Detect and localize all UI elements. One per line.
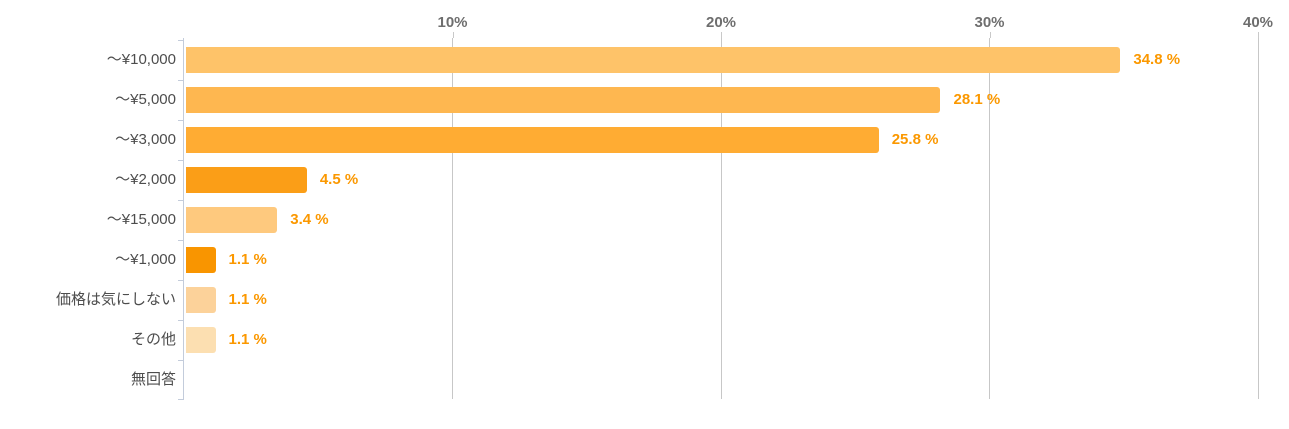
value-label: 34.8 % (1133, 51, 1181, 68)
x-axis-tick-label: 20% (705, 14, 737, 31)
y-axis-tick-mark (178, 40, 184, 41)
value-label: 1.1 % (228, 331, 267, 348)
x-axis-tick-mark (452, 32, 454, 38)
bar-6 (186, 247, 216, 273)
bar-7 (186, 287, 216, 313)
category-label: ～¥10,000 (106, 51, 176, 68)
vertical-gridline (720, 38, 722, 399)
category-label: 価格は気にしない (55, 291, 176, 308)
bar-2 (186, 87, 941, 113)
x-axis-tick-label: 10% (437, 14, 468, 31)
vertical-gridline (452, 38, 453, 399)
y-axis-tick-mark (178, 360, 184, 361)
y-axis-tick-mark (178, 240, 184, 241)
bar-8 (186, 327, 216, 353)
y-axis-tick-mark (178, 399, 184, 400)
value-label: 25.8 % (891, 131, 939, 148)
y-axis-tick-mark (178, 160, 184, 161)
bar-1 (186, 47, 1121, 73)
category-label: ～¥3,000 (115, 131, 176, 148)
category-label: ～¥2,000 (115, 171, 176, 188)
bar-5 (186, 207, 278, 233)
value-label: 3.4 % (290, 211, 329, 228)
x-axis-tick-label: 30% (974, 14, 1005, 31)
category-label: ～¥1,000 (115, 251, 176, 268)
y-axis-tick-mark (178, 120, 184, 121)
bar-3 (186, 127, 879, 153)
value-label: 28.1 % (953, 91, 1001, 108)
y-axis-tick-mark (178, 320, 184, 321)
y-axis-tick-mark (178, 80, 184, 81)
y-axis-tick-mark (178, 200, 184, 201)
y-axis-tick-mark (178, 280, 184, 281)
category-label: その他 (130, 331, 176, 348)
plot-area: 34.8 % 28.1 % 25.8 % 4.5 % 3.4 % 1.1 % 1.1 % 1.… (178, 38, 1259, 400)
bar-4 (186, 167, 307, 193)
y-axis-line (183, 38, 184, 400)
value-label: 4.5 % (319, 171, 359, 188)
vertical-gridline (989, 38, 990, 399)
category-label: 無回答 (130, 371, 176, 388)
x-axis-tick-mark (1258, 32, 1259, 38)
category-label: ～¥5,000 (115, 91, 176, 108)
x-axis-tick-mark (721, 32, 722, 38)
value-label: 1.1 % (228, 251, 267, 268)
vertical-gridline (1257, 38, 1259, 399)
x-axis-tick-label: 40% (1242, 14, 1274, 31)
value-label: 1.1 % (228, 291, 267, 308)
category-label: ～¥15,000 (106, 211, 176, 228)
x-axis-tick-mark (989, 32, 991, 38)
